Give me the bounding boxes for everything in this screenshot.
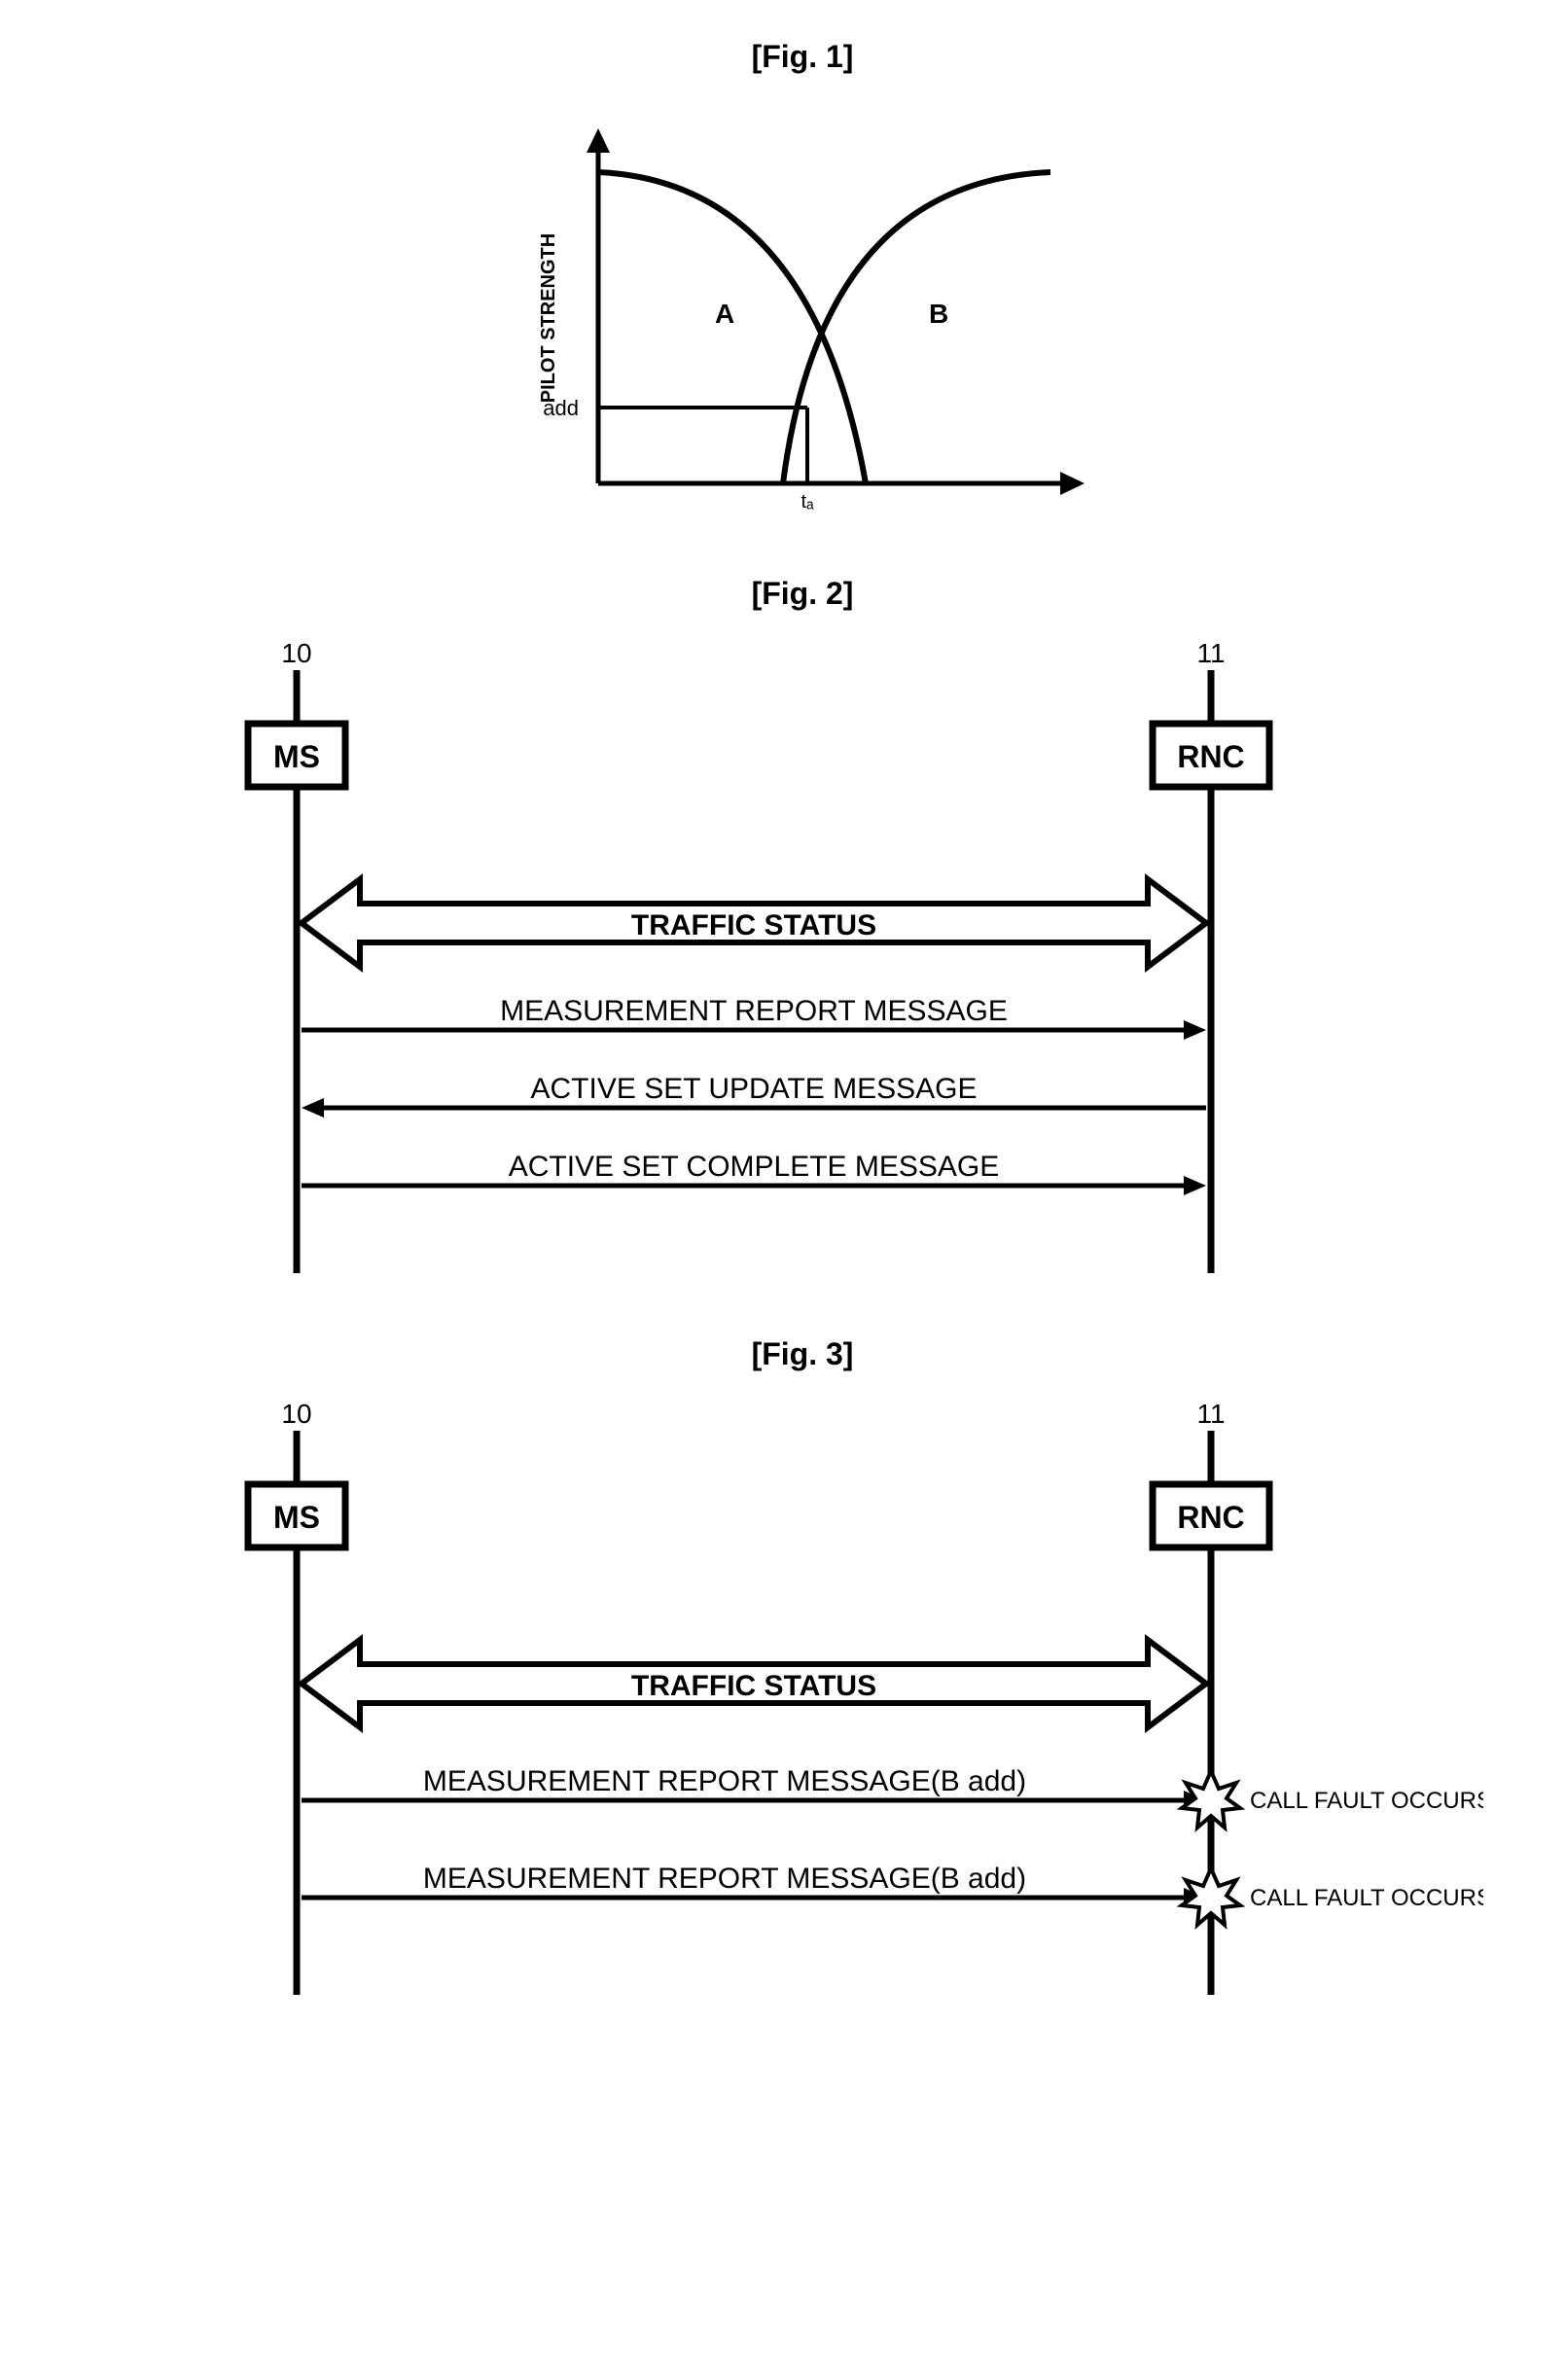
svg-text:TRAFFIC STATUS: TRAFFIC STATUS bbox=[631, 1670, 876, 1702]
fig2-msg1: MEASUREMENT REPORT MESSAGE bbox=[302, 995, 1206, 1040]
fig1-add-label: add bbox=[543, 396, 579, 420]
fig3-fault2-label: CALL FAULT OCCURS bbox=[1250, 1885, 1483, 1911]
svg-text:MEASUREMENT REPORT MESSAGE(B a: MEASUREMENT REPORT MESSAGE(B add) bbox=[423, 1863, 1026, 1895]
fig3-msg2: MEASUREMENT REPORT MESSAGE(B add) CALL F… bbox=[302, 1863, 1483, 1925]
fig3-ms-label: MS bbox=[273, 1500, 320, 1535]
fig1-label: [Fig. 1] bbox=[19, 39, 1566, 75]
fig2-msg3: ACTIVE SET COMPLETE MESSAGE bbox=[302, 1151, 1206, 1195]
fig1-chart: PILOT STRENGTH add tₐ A B bbox=[462, 94, 1143, 537]
svg-text:ACTIVE SET COMPLETE MESSAGE: ACTIVE SET COMPLETE MESSAGE bbox=[509, 1151, 1000, 1183]
fig2-msg2: ACTIVE SET UPDATE MESSAGE bbox=[302, 1073, 1206, 1118]
fig1-curve-b-label: B bbox=[929, 299, 948, 329]
fig2-rnc-label: RNC bbox=[1177, 739, 1244, 774]
fig2-right-id: 11 bbox=[1196, 638, 1225, 668]
fig1-yaxis-label: PILOT STRENGTH bbox=[538, 233, 559, 403]
fig1-ta-label: tₐ bbox=[801, 491, 815, 513]
fig3-right-id: 11 bbox=[1196, 1399, 1225, 1429]
fig3-traffic-status: TRAFFIC STATUS bbox=[302, 1640, 1206, 1727]
fig2-left-id: 10 bbox=[281, 638, 311, 668]
fig3-left-id: 10 bbox=[281, 1399, 311, 1429]
svg-text:TRAFFIC STATUS: TRAFFIC STATUS bbox=[631, 909, 876, 941]
svg-text:MEASUREMENT REPORT MESSAGE(B a: MEASUREMENT REPORT MESSAGE(B add) bbox=[423, 1765, 1026, 1797]
fig2-ms-label: MS bbox=[273, 739, 320, 774]
fig3-msg1: MEASUREMENT REPORT MESSAGE(B add) CALL F… bbox=[302, 1765, 1483, 1828]
fig2-traffic-status: TRAFFIC STATUS bbox=[302, 879, 1206, 967]
fig3-label: [Fig. 3] bbox=[19, 1336, 1566, 1372]
svg-text:MEASUREMENT REPORT MESSAGE: MEASUREMENT REPORT MESSAGE bbox=[500, 995, 1008, 1027]
fig3-diagram: 10 11 MS RNC TRAFFIC STATUS MEASUREMENT … bbox=[122, 1392, 1483, 2019]
fig1-curve-a-label: A bbox=[715, 299, 734, 329]
fig2-diagram: 10 11 MS RNC TRAFFIC STATUS MEASUREMENT … bbox=[122, 631, 1483, 1297]
svg-text:ACTIVE SET UPDATE MESSAGE: ACTIVE SET UPDATE MESSAGE bbox=[531, 1073, 978, 1105]
fig3-fault1-label: CALL FAULT OCCURS bbox=[1250, 1788, 1483, 1814]
fig2-label: [Fig. 2] bbox=[19, 576, 1566, 612]
fig3-rnc-label: RNC bbox=[1177, 1500, 1244, 1535]
